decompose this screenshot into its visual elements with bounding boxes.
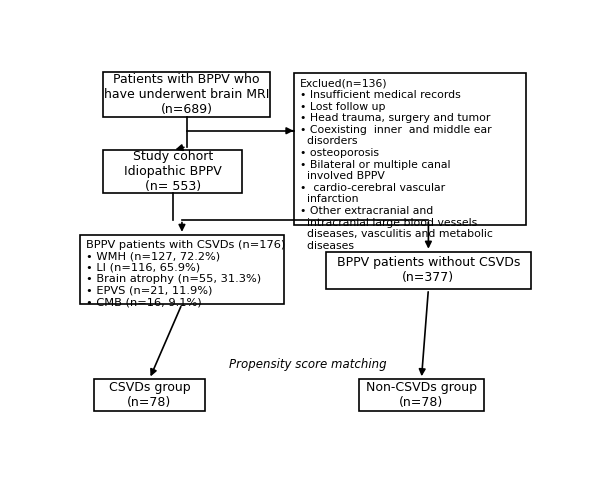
Bar (94, 379, 205, 411)
Text: Patients with BPPV who
have underwent brain MRI
(n=689): Patients with BPPV who have underwent br… (104, 73, 269, 115)
Text: Exclued(n=136)
• Insufficient medical records
• Lost follow up
• Head trauma, su: Exclued(n=136) • Insufficient medical re… (299, 78, 493, 251)
Bar (103, 150, 242, 193)
Bar (359, 379, 484, 411)
Bar (293, 74, 526, 225)
Text: CSVDs group
(n=78): CSVDs group (n=78) (109, 381, 190, 409)
Text: Study cohort
Idiopathic BPPV
(n= 553): Study cohort Idiopathic BPPV (n= 553) (124, 150, 221, 193)
Text: Propensity score matching: Propensity score matching (229, 357, 386, 371)
Text: BPPV patients without CSVDs
(n=377): BPPV patients without CSVDs (n=377) (337, 256, 520, 284)
Bar (103, 72, 271, 116)
Text: Non-CSVDs group
(n=78): Non-CSVDs group (n=78) (366, 381, 477, 409)
Text: BPPV patients with CSVDs (n=176)
• WMH (n=127, 72.2%)
• LI (n=116, 65.9%)
• Brai: BPPV patients with CSVDs (n=176) • WMH (… (86, 240, 285, 308)
Bar (326, 252, 531, 289)
Bar (80, 235, 284, 304)
